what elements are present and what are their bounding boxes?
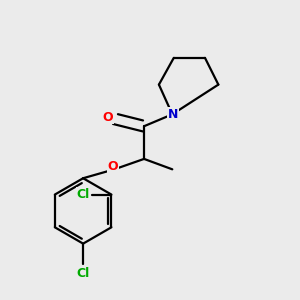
- Text: N: N: [168, 108, 178, 121]
- Text: Cl: Cl: [76, 267, 90, 280]
- Text: O: O: [103, 111, 113, 124]
- Text: O: O: [107, 160, 118, 173]
- Text: Cl: Cl: [76, 188, 90, 201]
